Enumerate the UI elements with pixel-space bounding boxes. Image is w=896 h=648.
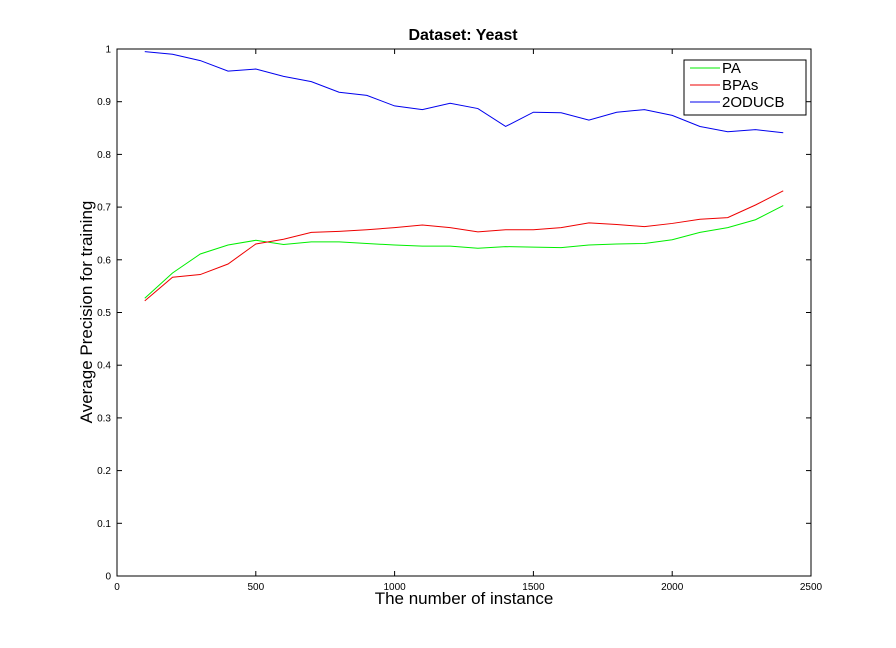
y-tick-label: 0.3: [97, 413, 111, 424]
x-axis-ticks: 0 500 1000 1500 2000 2500: [114, 49, 823, 593]
y-tick-label: 0.7: [97, 203, 111, 214]
x-tick-label: 500: [247, 582, 264, 593]
y-tick-label: 1: [105, 45, 111, 56]
x-tick-label: 1000: [383, 582, 406, 593]
y-tick-label: 0.5: [97, 308, 111, 319]
y-tick-label: 0.2: [97, 466, 111, 477]
y-tick-label: 0.9: [97, 97, 111, 108]
x-tick-label: 2000: [661, 582, 684, 593]
x-axis-title: The number of instance: [375, 589, 554, 608]
y-tick-label: 0: [105, 572, 111, 583]
y-tick-label: 0.6: [97, 255, 111, 266]
x-tick-label: 0: [114, 582, 120, 593]
series-line-2oducb: [144, 51, 784, 134]
legend-box: [683, 59, 807, 116]
y-axis-ticks: 0 0.1 0.2 0.3 0.4 0.5 0.6 0.7 0.8 0.9 1: [97, 45, 811, 583]
series-line-bpas: [144, 190, 784, 302]
x-tick-label: 2500: [800, 582, 823, 593]
legend-label-pa: PA: [722, 60, 741, 77]
series-lines: [144, 51, 784, 302]
y-axis-title: Average Precision for training: [77, 201, 96, 424]
y-tick-label: 0.1: [97, 519, 111, 530]
legend-label-2oducb: 2ODUCB: [722, 94, 785, 111]
y-tick-label: 0.4: [97, 361, 111, 372]
chart-title: Dataset: Yeast: [408, 27, 518, 44]
x-tick-label: 1500: [522, 582, 545, 593]
legend-label-bpas: BPAs: [722, 77, 758, 94]
y-tick-label: 0.8: [97, 150, 111, 161]
series-line-pa: [144, 205, 784, 299]
